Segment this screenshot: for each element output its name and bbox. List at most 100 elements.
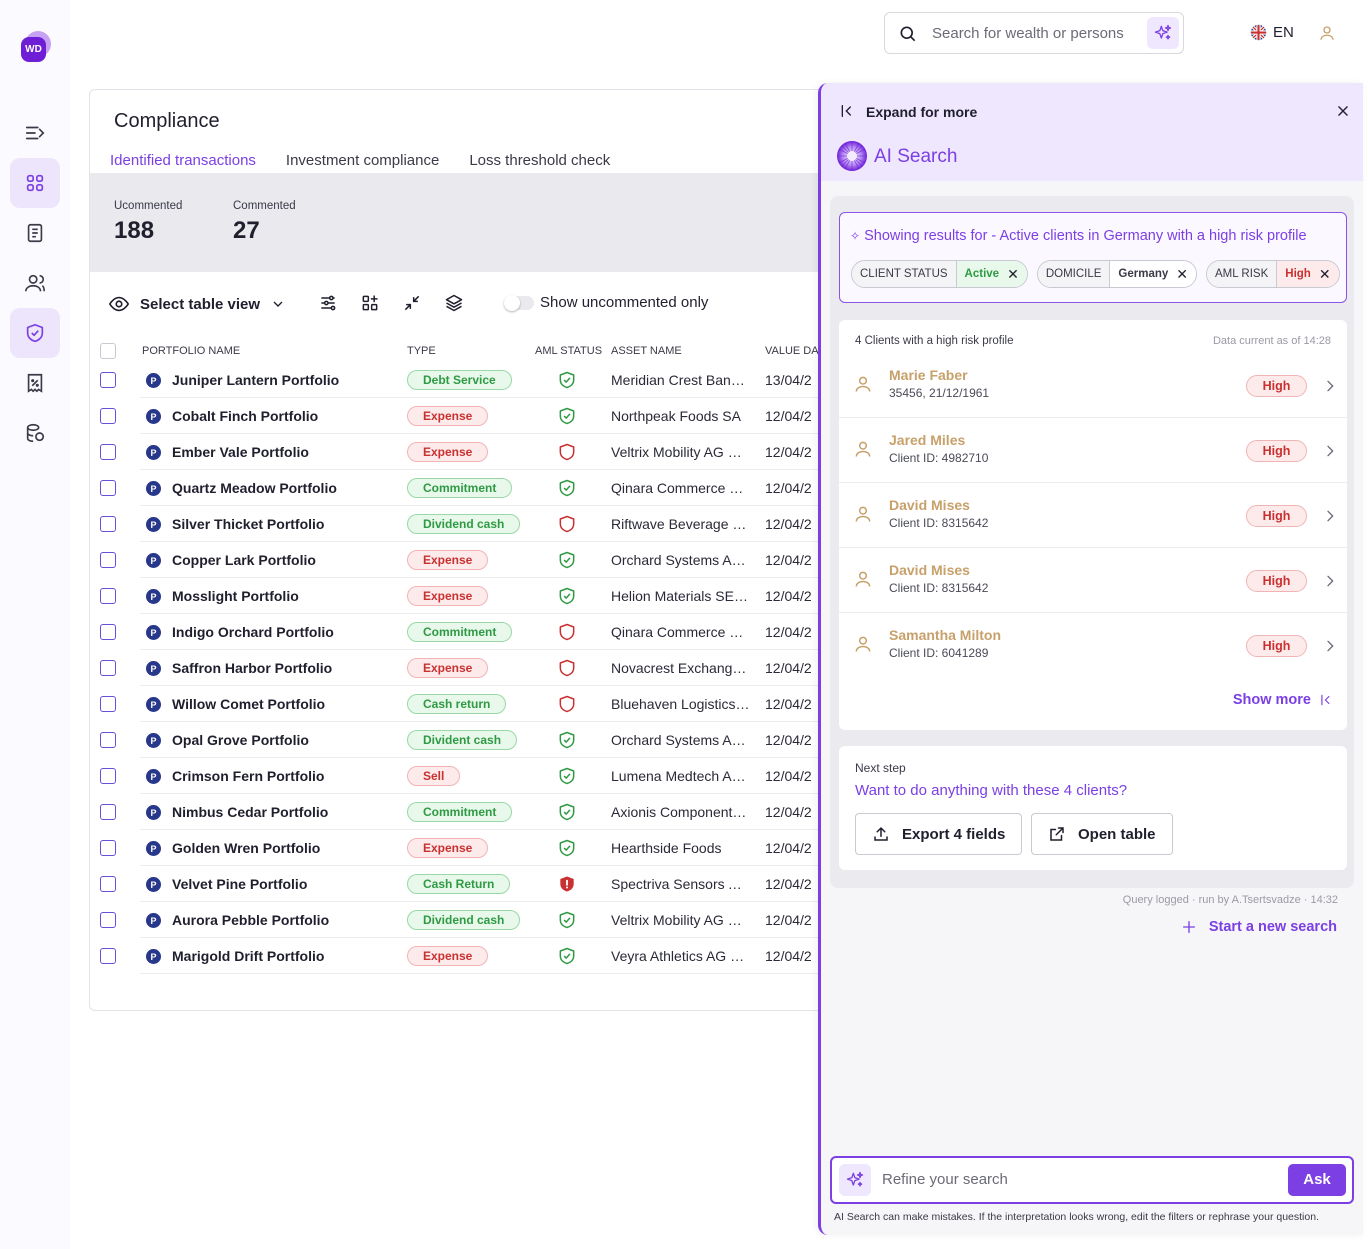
portfolio-name[interactable]: Juniper Lantern Portfolio [172,372,340,388]
table-row[interactable]: P Copper Lark Portfolio Expense Orchard Sys… [90,542,828,578]
row-checkbox[interactable] [100,408,116,424]
portfolio-name[interactable]: Ember Vale Portfolio [172,444,309,460]
portfolio-name[interactable]: Nimbus Cedar Portfolio [172,804,329,820]
global-search-input[interactable]: Search for wealth or persons [932,25,1124,42]
filter-sliders-icon[interactable] [318,293,338,313]
portfolio-name[interactable]: Aurora Pebble Portfolio [172,912,330,928]
client-result-item[interactable]: David Mises Client ID: 8315642 High [839,484,1347,548]
table-row[interactable]: P Crimson Fern Portfolio Sell Lumena Medtec… [90,758,828,794]
row-checkbox[interactable] [100,912,116,928]
ask-button[interactable]: Ask [1288,1164,1346,1196]
start-new-search-button[interactable]: Start a new search [1181,919,1337,935]
portfolio-name[interactable]: Willow Comet Portfolio [172,696,326,712]
table-row[interactable]: P Saffron Harbor Portfolio Expense Novacres… [90,650,828,686]
ai-sparkle-button[interactable] [1147,17,1179,49]
dashboard-icon[interactable] [10,158,60,208]
table-row[interactable]: P Indigo Orchard Portfolio Commitment Qinar… [90,614,828,650]
stat-label: Ucommented [114,200,183,212]
remove-chip-icon[interactable]: ✕ [1318,266,1331,282]
table-row[interactable]: P Golden Wren Portfolio Expense Hearthside … [90,830,828,866]
export-fields-button[interactable]: Export 4 fields [855,813,1023,855]
receipt-percent-icon[interactable] [10,358,60,408]
collapse-arrows-icon[interactable] [402,293,422,313]
row-checkbox[interactable] [100,876,116,892]
add-widget-icon[interactable] [360,293,380,313]
uncommented-only-toggle[interactable] [504,295,534,311]
global-search[interactable]: Search for wealth or persons [884,12,1184,54]
tab-investment-compliance[interactable]: Investment compliance [285,152,440,169]
filter-chip-aml-risk[interactable]: AML RISK High ✕ [1206,260,1340,288]
column-header-value-date[interactable]: VALUE DAT [765,345,825,357]
row-checkbox[interactable] [100,732,116,748]
select-table-view-dropdown[interactable]: Select table view [108,293,286,315]
coins-icon[interactable] [10,408,60,458]
filter-chip-domicile[interactable]: DOMICILE Germany ✕ [1036,260,1197,288]
portfolio-name[interactable]: Opal Grove Portfolio [172,732,309,748]
expand-menu-icon[interactable] [10,108,60,158]
filter-chip-client-status[interactable]: CLIENT STATUS Active ✕ [851,260,1028,288]
portfolio-name[interactable]: Cobalt Finch Portfolio [172,408,319,424]
row-checkbox[interactable] [100,588,116,604]
row-checkbox[interactable] [100,516,116,532]
table-row[interactable]: P Aurora Pebble Portfolio Dividend cash Vel… [90,902,828,938]
table-row[interactable]: P Marigold Drift Portfolio Expense Veyra At… [90,938,828,974]
row-checkbox[interactable] [100,840,116,856]
select-all-checkbox[interactable] [100,343,116,359]
remove-chip-icon[interactable]: ✕ [1007,266,1019,282]
layers-icon[interactable] [444,293,464,313]
expand-for-more-label[interactable]: Expand for more [866,104,978,120]
portfolio-name[interactable]: Crimson Fern Portfolio [172,768,325,784]
user-profile-icon[interactable] [1318,24,1336,47]
row-checkbox[interactable] [100,696,116,712]
row-checkbox[interactable] [100,624,116,640]
row-checkbox[interactable] [100,372,116,388]
row-checkbox[interactable] [100,948,116,964]
portfolio-name[interactable]: Silver Thicket Portfolio [172,516,325,532]
app-logo[interactable]: WD [21,31,51,63]
show-more-button[interactable]: Show more [1233,692,1333,708]
client-result-item[interactable]: David Mises Client ID: 8315642 High [839,549,1347,613]
portfolio-name[interactable]: Copper Lark Portfolio [172,552,316,568]
table-row[interactable]: P Ember Vale Portfolio Expense Veltrix Mobi… [90,434,828,470]
open-table-button[interactable]: Open table [1031,813,1173,855]
table-row[interactable]: P Opal Grove Portfolio Divident cash Orchar… [90,722,828,758]
portfolio-name[interactable]: Saffron Harbor Portfolio [172,660,333,676]
row-checkbox[interactable] [100,552,116,568]
refine-search-input[interactable]: Refine your search [882,1171,1008,1188]
row-checkbox[interactable] [100,480,116,496]
column-header-asset-name[interactable]: ASSET NAME [611,345,682,357]
column-header-portfolio-name[interactable]: PORTFOLIO NAME [142,345,241,357]
portfolio-name[interactable]: Velvet Pine Portfolio [172,876,308,892]
row-checkbox[interactable] [100,804,116,820]
row-checkbox[interactable] [100,660,116,676]
remove-chip-icon[interactable]: ✕ [1176,266,1188,282]
column-header-type[interactable]: TYPE [407,345,436,357]
close-icon[interactable] [1336,104,1350,123]
portfolio-name[interactable]: Mosslight Portfolio [172,588,299,604]
tab-identified-transactions[interactable]: Identified transactions [110,152,256,175]
table-row[interactable]: P Juniper Lantern Portfolio Debt Service Me… [90,362,828,398]
portfolio-name[interactable]: Golden Wren Portfolio [172,840,321,856]
expand-panel-icon[interactable] [839,103,855,124]
client-result-item[interactable]: Marie Faber 35456, 21/12/1961 High [839,354,1347,418]
table-row[interactable]: P Nimbus Cedar Portfolio Commitment Axionis… [90,794,828,830]
portfolio-name[interactable]: Quartz Meadow Portfolio [172,480,337,496]
table-row[interactable]: P Willow Comet Portfolio Cash return Blueha… [90,686,828,722]
row-checkbox[interactable] [100,768,116,784]
client-result-item[interactable]: Samantha Milton Client ID: 6041289 High [839,614,1347,678]
users-icon[interactable] [10,258,60,308]
table-row[interactable]: P Mosslight Portfolio Expense Helion Materi… [90,578,828,614]
shield-check-icon[interactable] [10,308,60,358]
table-row[interactable]: P Velvet Pine Portfolio Cash Return Spectri… [90,866,828,902]
table-row[interactable]: P Cobalt Finch Portfolio Expense Northpeak … [90,398,828,434]
row-checkbox[interactable] [100,444,116,460]
table-row[interactable]: P Quartz Meadow Portfolio Commitment Qinara… [90,470,828,506]
tab-loss-threshold-check[interactable]: Loss threshold check [469,152,611,169]
portfolio-name[interactable]: Marigold Drift Portfolio [172,948,325,964]
clipboard-icon[interactable] [10,208,60,258]
language-selector[interactable]: EN [1250,24,1294,41]
table-row[interactable]: P Silver Thicket Portfolio Dividend cash Ri… [90,506,828,542]
portfolio-name[interactable]: Indigo Orchard Portfolio [172,624,334,640]
column-header-aml-status[interactable]: AML STATUS [535,345,603,357]
client-result-item[interactable]: Jared Miles Client ID: 4982710 High [839,419,1347,483]
